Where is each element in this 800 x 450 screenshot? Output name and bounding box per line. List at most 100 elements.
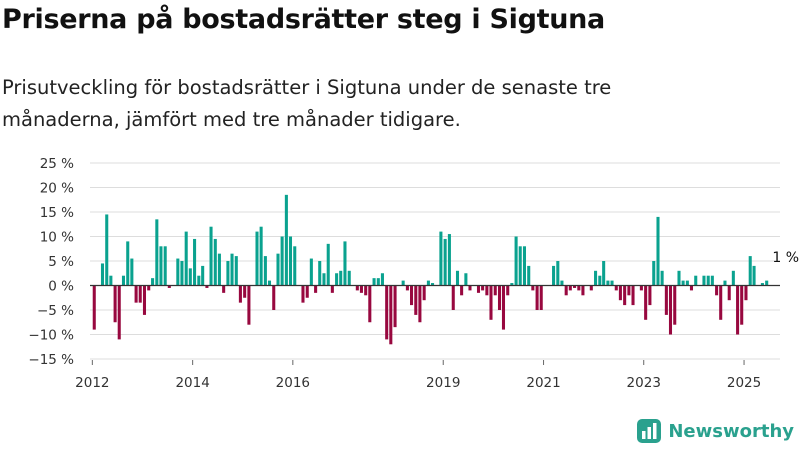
bar (318, 261, 322, 286)
bar (188, 268, 192, 286)
bar (527, 265, 531, 286)
brand-name: Newsworthy (668, 420, 794, 442)
bar (685, 280, 689, 286)
bar (681, 280, 685, 286)
bar (201, 265, 205, 286)
bar (710, 275, 714, 286)
latest-value-label: 1 % (772, 250, 799, 266)
bar (359, 285, 363, 293)
y-tick-label: 25 % (40, 156, 74, 172)
bar (193, 238, 197, 286)
bar (723, 280, 727, 286)
bar (121, 275, 126, 286)
y-tick-label: −15 % (28, 352, 74, 368)
bar (205, 285, 209, 288)
bar (197, 275, 201, 286)
bar (222, 285, 226, 293)
bar (439, 231, 443, 286)
bar (702, 275, 706, 286)
bar (234, 256, 238, 286)
bar (247, 285, 251, 325)
bar (668, 285, 673, 335)
bar (560, 280, 564, 286)
bar (314, 285, 318, 293)
bar (677, 270, 681, 286)
bar (727, 285, 731, 301)
bar (401, 280, 405, 286)
bar (180, 261, 184, 286)
bar (581, 285, 585, 296)
bar (130, 258, 134, 286)
bar (610, 280, 614, 286)
bar (126, 241, 130, 286)
bar (660, 270, 664, 286)
y-tick-label: 5 % (48, 254, 74, 270)
bar (614, 285, 618, 291)
bar (564, 285, 568, 296)
bar (355, 285, 359, 291)
bar (594, 270, 598, 286)
y-tick-label: 0 % (48, 279, 74, 295)
bar (468, 285, 472, 291)
x-tick-label: 2014 (175, 375, 209, 391)
bar (602, 261, 606, 286)
bar (213, 238, 217, 286)
y-tick-label: 15 % (40, 205, 74, 221)
bar (238, 285, 242, 303)
bar (476, 285, 481, 293)
bar (147, 285, 151, 291)
bar (263, 256, 267, 286)
bar (389, 285, 393, 345)
bar (368, 285, 372, 323)
bar (731, 270, 735, 286)
bar-chart: 25 % 20 % 15 % 10 % 5 % 0 % −5 % −10 % −15 %2012… (28, 156, 799, 391)
bar (414, 285, 418, 315)
bar (552, 265, 556, 286)
bar (639, 285, 643, 291)
bar (598, 275, 602, 286)
bar (673, 285, 677, 325)
bar (460, 285, 464, 296)
bar (142, 285, 147, 315)
y-tick-label: 10 % (40, 230, 74, 246)
bar (531, 285, 535, 291)
bar (280, 236, 284, 286)
bar (506, 285, 510, 296)
bar (151, 278, 155, 286)
bar (167, 285, 171, 288)
bar (380, 273, 384, 286)
bar (393, 285, 397, 328)
bar (418, 285, 422, 323)
bar (518, 246, 522, 286)
bar (105, 214, 109, 286)
brand-logo: Newsworthy (636, 418, 794, 444)
bar (330, 285, 334, 293)
bar (364, 285, 368, 296)
bar (752, 265, 756, 286)
bar (159, 246, 163, 286)
bar (255, 231, 259, 286)
bar (589, 285, 593, 291)
bar (176, 258, 180, 286)
bar (155, 219, 159, 286)
bar (556, 261, 560, 286)
bar (652, 261, 656, 286)
bar (606, 280, 610, 286)
bar (226, 261, 230, 286)
bar (272, 285, 276, 310)
bar (209, 226, 213, 286)
bar (138, 285, 142, 303)
bar (539, 285, 543, 310)
bar (489, 285, 493, 320)
bar (163, 246, 167, 286)
bar (301, 285, 305, 303)
y-tick-label: −10 % (28, 328, 74, 344)
bar (740, 285, 744, 325)
bar (431, 283, 435, 286)
bar (481, 285, 485, 291)
bar (347, 270, 351, 286)
bar (719, 285, 723, 320)
bar (573, 285, 577, 288)
bar (372, 278, 376, 286)
bar (627, 285, 631, 296)
